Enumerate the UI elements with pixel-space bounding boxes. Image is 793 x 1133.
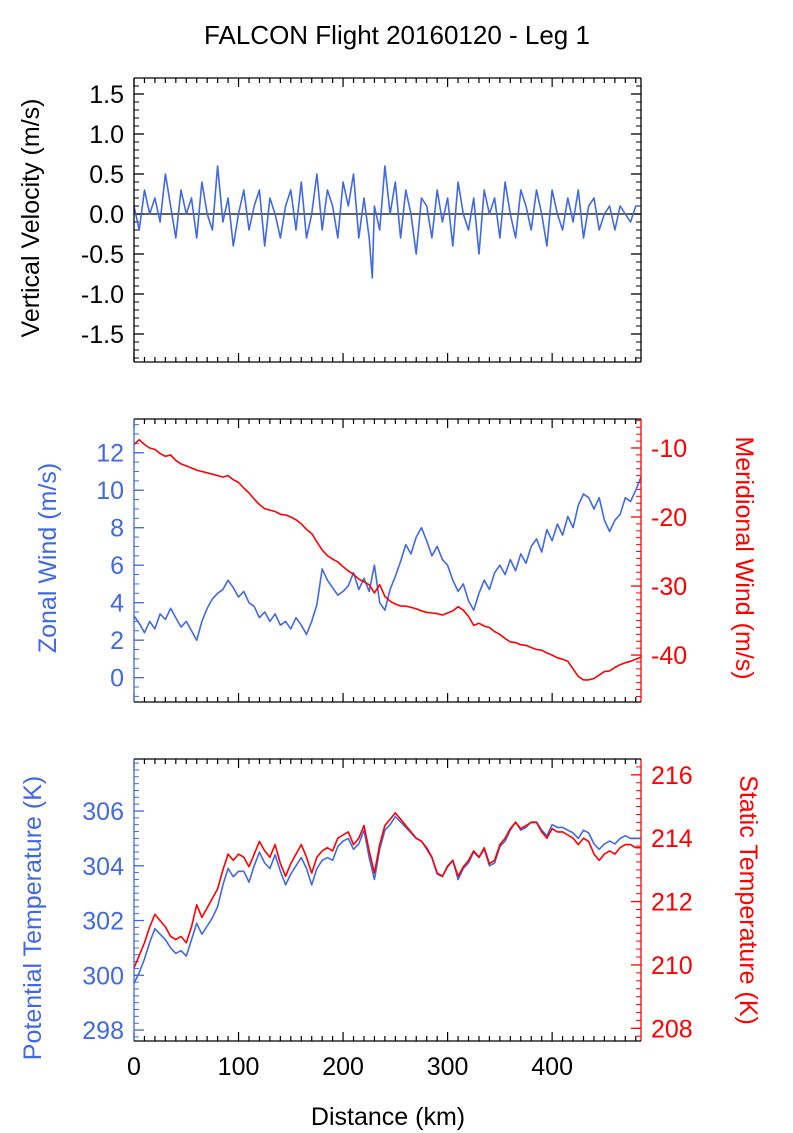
left-y-tick-label: 306: [82, 798, 124, 826]
left-y-tick-label: 12: [96, 440, 124, 468]
wind-panel: 0 2 4 6 8 10 12 -40 -30 -20 -10 Zonal Wind (m/s) M…: [34, 418, 758, 703]
left-y-tick-label: 8: [110, 515, 124, 543]
left-y-tick-label: 1.0: [89, 121, 124, 149]
left-y-tick-label: 1.5: [89, 81, 124, 109]
vertical-velocity-ylabel: Vertical Velocity (m/s): [17, 99, 45, 338]
left-y-tick-label: -1.5: [81, 321, 124, 349]
winds-series-right-line: [133, 438, 642, 681]
right-y-tick-label: 216: [651, 762, 693, 790]
static-temperature-ylabel: Static Temperature (K): [734, 775, 762, 1025]
left-y-tick-label: -0.5: [81, 241, 124, 269]
x-tick-label: 300: [427, 1053, 469, 1081]
winds-series-left-line: [133, 476, 642, 642]
left-y-tick-label: 302: [82, 908, 124, 936]
potential-temperature-ylabel: Potential Temperature (K): [19, 776, 47, 1060]
right-y-tick-label: 210: [651, 952, 693, 980]
right-y-tick-label: -20: [651, 504, 687, 532]
x-tick-label: 200: [322, 1053, 364, 1081]
distance-xlabel: Distance (km): [311, 1103, 465, 1131]
left-y-tick-label: -1.0: [81, 281, 124, 309]
right-y-tick-label: -40: [651, 642, 687, 670]
left-y-tick-label: 6: [110, 552, 124, 580]
temperatures-series-right-line: [133, 812, 641, 969]
left-y-tick-label: 0.5: [89, 161, 124, 189]
left-y-tick-label: 2: [110, 627, 124, 655]
right-y-tick-label: 214: [651, 825, 693, 853]
left-y-tick-label: 300: [82, 962, 124, 990]
left-y-tick-label: 10: [96, 477, 124, 505]
x-tick-label: 100: [218, 1053, 260, 1081]
x-tick-label: 0: [127, 1053, 141, 1081]
right-y-tick-label: 212: [651, 889, 693, 917]
temperature-panel: 298 300 302 304 306 208 210 212 214 216 0 100 200 300…: [19, 758, 762, 1131]
left-y-tick-label: 298: [82, 1017, 124, 1045]
right-y-tick-label: -30: [651, 573, 687, 601]
left-y-tick-label: 0: [110, 665, 124, 693]
left-y-tick-label: 4: [110, 590, 124, 618]
left-y-tick-label: 0.0: [89, 201, 124, 229]
x-tick-label: 400: [531, 1053, 573, 1081]
vertical-velocity-panel: -1.5 -1.0 -0.5 0.0 0.5 1.0 1.5 Vertical Veloci…: [17, 77, 642, 363]
vertical-velocity-series-left-line: [133, 165, 641, 279]
right-y-tick-label: 208: [651, 1015, 693, 1043]
temperatures-series-left-line: [133, 815, 641, 984]
zonal-wind-ylabel: Zonal Wind (m/s): [34, 463, 62, 653]
meridional-wind-ylabel: Meridional Wind (m/s): [730, 436, 758, 679]
figure-title: FALCON Flight 20160120 - Leg 1: [204, 20, 590, 50]
right-y-tick-label: -10: [651, 435, 687, 463]
left-y-tick-label: 304: [82, 853, 124, 881]
